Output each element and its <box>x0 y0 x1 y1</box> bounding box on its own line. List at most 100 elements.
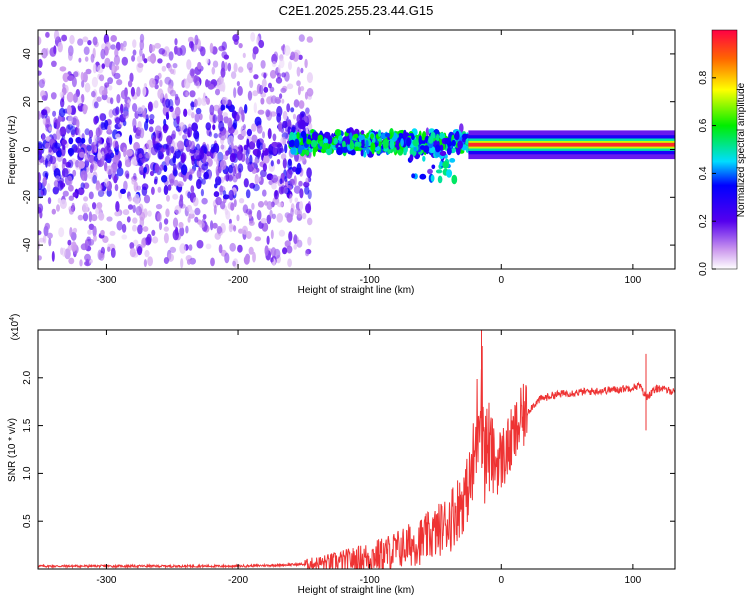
transition-blob <box>419 173 427 180</box>
snr-scale-exponent: 4 <box>9 317 16 321</box>
noise-blob <box>172 63 178 69</box>
noise-blob <box>267 128 272 140</box>
noise-blob <box>279 58 285 69</box>
noise-blob <box>83 104 89 112</box>
noise-blob <box>67 123 73 130</box>
noise-blob <box>194 207 201 216</box>
noise-blob <box>42 117 46 125</box>
transition-blob <box>382 139 389 149</box>
noise-blob <box>104 57 111 68</box>
y-tick-label: -40 <box>22 237 33 252</box>
noise-blob <box>92 174 98 184</box>
noise-blob <box>170 68 175 75</box>
noise-blob <box>233 87 237 99</box>
noise-blob <box>162 124 169 131</box>
noise-blob <box>252 251 256 263</box>
noise-blob <box>89 164 94 174</box>
noise-blob <box>72 169 77 177</box>
transition-blob <box>354 141 361 149</box>
noise-blob <box>193 98 198 108</box>
spectrogram-y-label: Frequency (Hz) <box>7 116 18 185</box>
noise-blob <box>75 137 82 144</box>
noise-blob <box>130 86 135 97</box>
noise-blob <box>50 92 57 100</box>
noise-blob <box>129 72 134 83</box>
noise-blob <box>259 84 264 95</box>
noise-blob <box>280 87 287 93</box>
noise-blob <box>84 128 90 136</box>
noise-blob <box>61 34 68 42</box>
noise-blob <box>145 152 152 159</box>
noise-blob <box>290 107 295 113</box>
noise-blob <box>141 237 147 248</box>
noise-blob <box>218 75 224 85</box>
noise-blob <box>99 74 105 82</box>
noise-blob <box>218 120 225 132</box>
noise-blob <box>159 147 166 153</box>
noise-blob <box>276 112 282 123</box>
noise-blob <box>225 171 230 182</box>
noise-blob <box>73 71 79 78</box>
noise-blob <box>61 247 67 257</box>
noise-blob <box>68 257 75 265</box>
noise-blob <box>88 238 95 246</box>
noise-blob <box>88 211 93 223</box>
noise-blob <box>299 188 304 199</box>
noise-blob <box>127 80 133 88</box>
transition-blob <box>308 147 313 153</box>
noise-blob <box>38 155 45 163</box>
noise-blob <box>215 88 220 96</box>
noise-blob <box>189 148 197 154</box>
noise-blob <box>136 185 142 191</box>
noise-blob <box>278 121 283 132</box>
noise-blob <box>51 60 57 67</box>
noise-blob <box>163 218 169 225</box>
noise-blob <box>163 165 168 172</box>
noise-blob <box>77 38 84 46</box>
noise-blob <box>131 55 136 62</box>
transition-blob <box>444 137 450 145</box>
noise-blob <box>212 124 216 131</box>
x-tick-label: -100 <box>360 275 380 286</box>
noise-blob <box>66 91 74 103</box>
noise-blob <box>164 155 171 166</box>
noise-blob <box>262 142 266 151</box>
noise-blob <box>269 209 273 219</box>
noise-blob <box>246 231 252 239</box>
noise-blob <box>99 252 104 258</box>
noise-blob <box>38 70 42 76</box>
noise-blob <box>157 186 162 193</box>
noise-blob <box>279 178 283 185</box>
noise-blob <box>228 218 232 225</box>
noise-blob <box>263 72 267 79</box>
noise-blob <box>174 45 178 55</box>
noise-blob <box>66 105 72 115</box>
noise-blob <box>206 97 210 105</box>
noise-blob <box>190 112 195 119</box>
noise-blob <box>114 184 119 192</box>
noise-blob <box>46 115 51 123</box>
transition-blob <box>393 148 397 153</box>
noise-blob <box>270 95 277 104</box>
noise-blob <box>105 153 111 160</box>
noise-blob <box>275 77 283 84</box>
noise-blob <box>217 84 225 92</box>
transition-blob <box>425 127 430 137</box>
noise-blob <box>215 176 222 186</box>
noise-blob <box>68 208 74 215</box>
noise-blob <box>92 36 98 46</box>
noise-blob <box>230 202 235 211</box>
noise-blob <box>188 174 193 181</box>
noise-blob <box>38 110 41 120</box>
noise-blob <box>286 103 291 113</box>
noise-blob <box>242 52 246 59</box>
noise-blob <box>276 159 281 165</box>
transition-blob <box>360 130 365 135</box>
noise-blob <box>249 79 254 89</box>
noise-blob <box>151 229 156 236</box>
noise-blob <box>139 127 145 139</box>
noise-blob <box>120 103 124 115</box>
noise-blob <box>83 196 89 202</box>
noise-blob <box>186 259 192 265</box>
noise-blob <box>57 180 64 191</box>
